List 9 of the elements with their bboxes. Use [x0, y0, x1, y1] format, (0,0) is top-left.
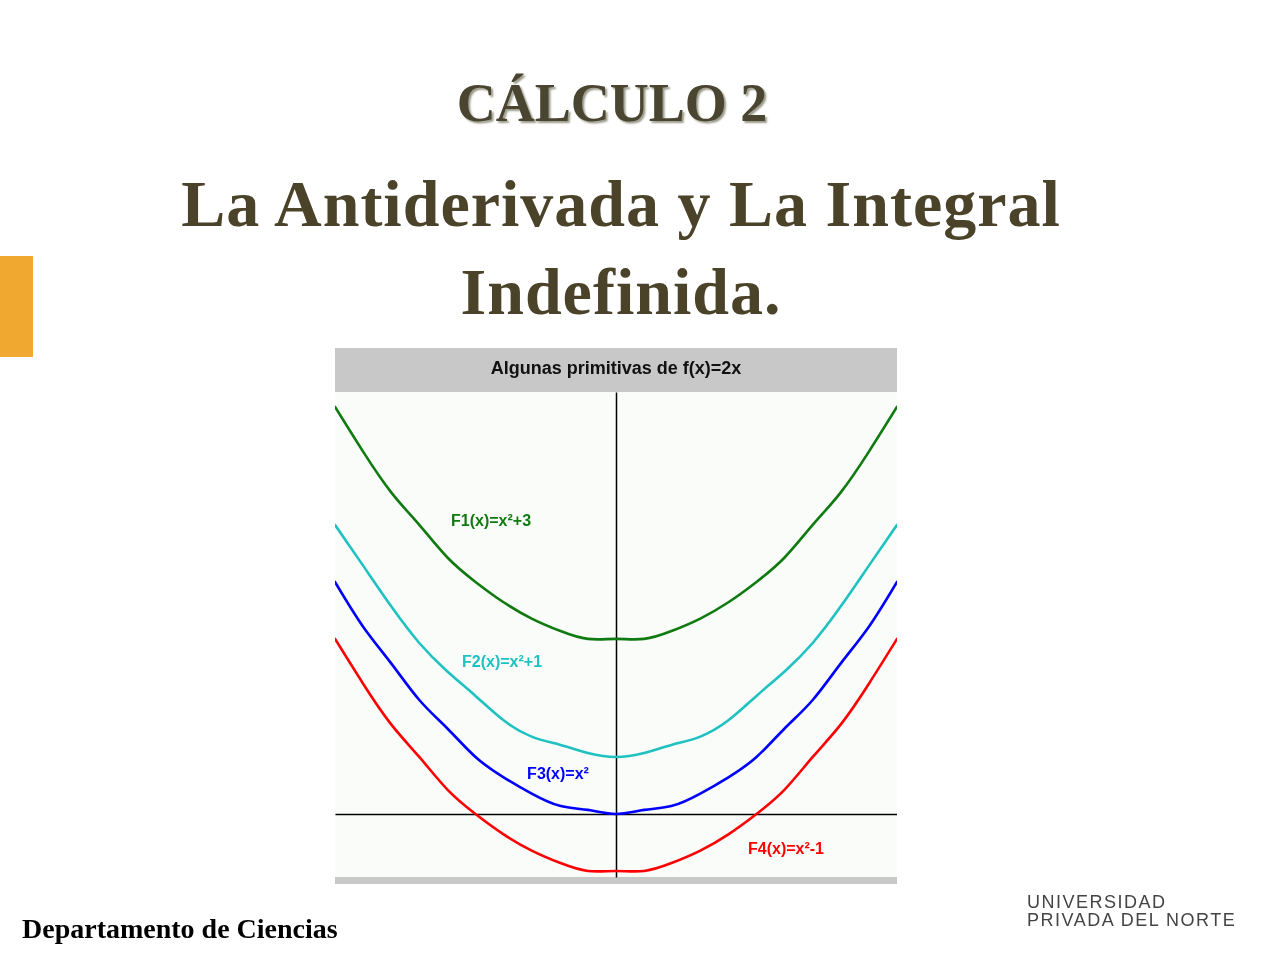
- text: UNIVERSIDAD PRIVADA DEL NORTE: [1027, 892, 1238, 930]
- series-label: F1(x)=x²+3: [450, 512, 532, 529]
- chart-title: Algunas primitivas de f(x)=2x: [490, 358, 742, 378]
- text: La Antiderivada y La Integral Indefinida.: [180, 166, 1062, 330]
- series-label: F2(x)=x²+1: [461, 653, 543, 670]
- text: CÁLCULO 2: [455, 72, 769, 134]
- text: Departamento de Ciencias: [22, 912, 339, 946]
- series-label: F3(x)=x²: [527, 765, 589, 782]
- series-label: F4(x)=x²-1: [747, 840, 825, 857]
